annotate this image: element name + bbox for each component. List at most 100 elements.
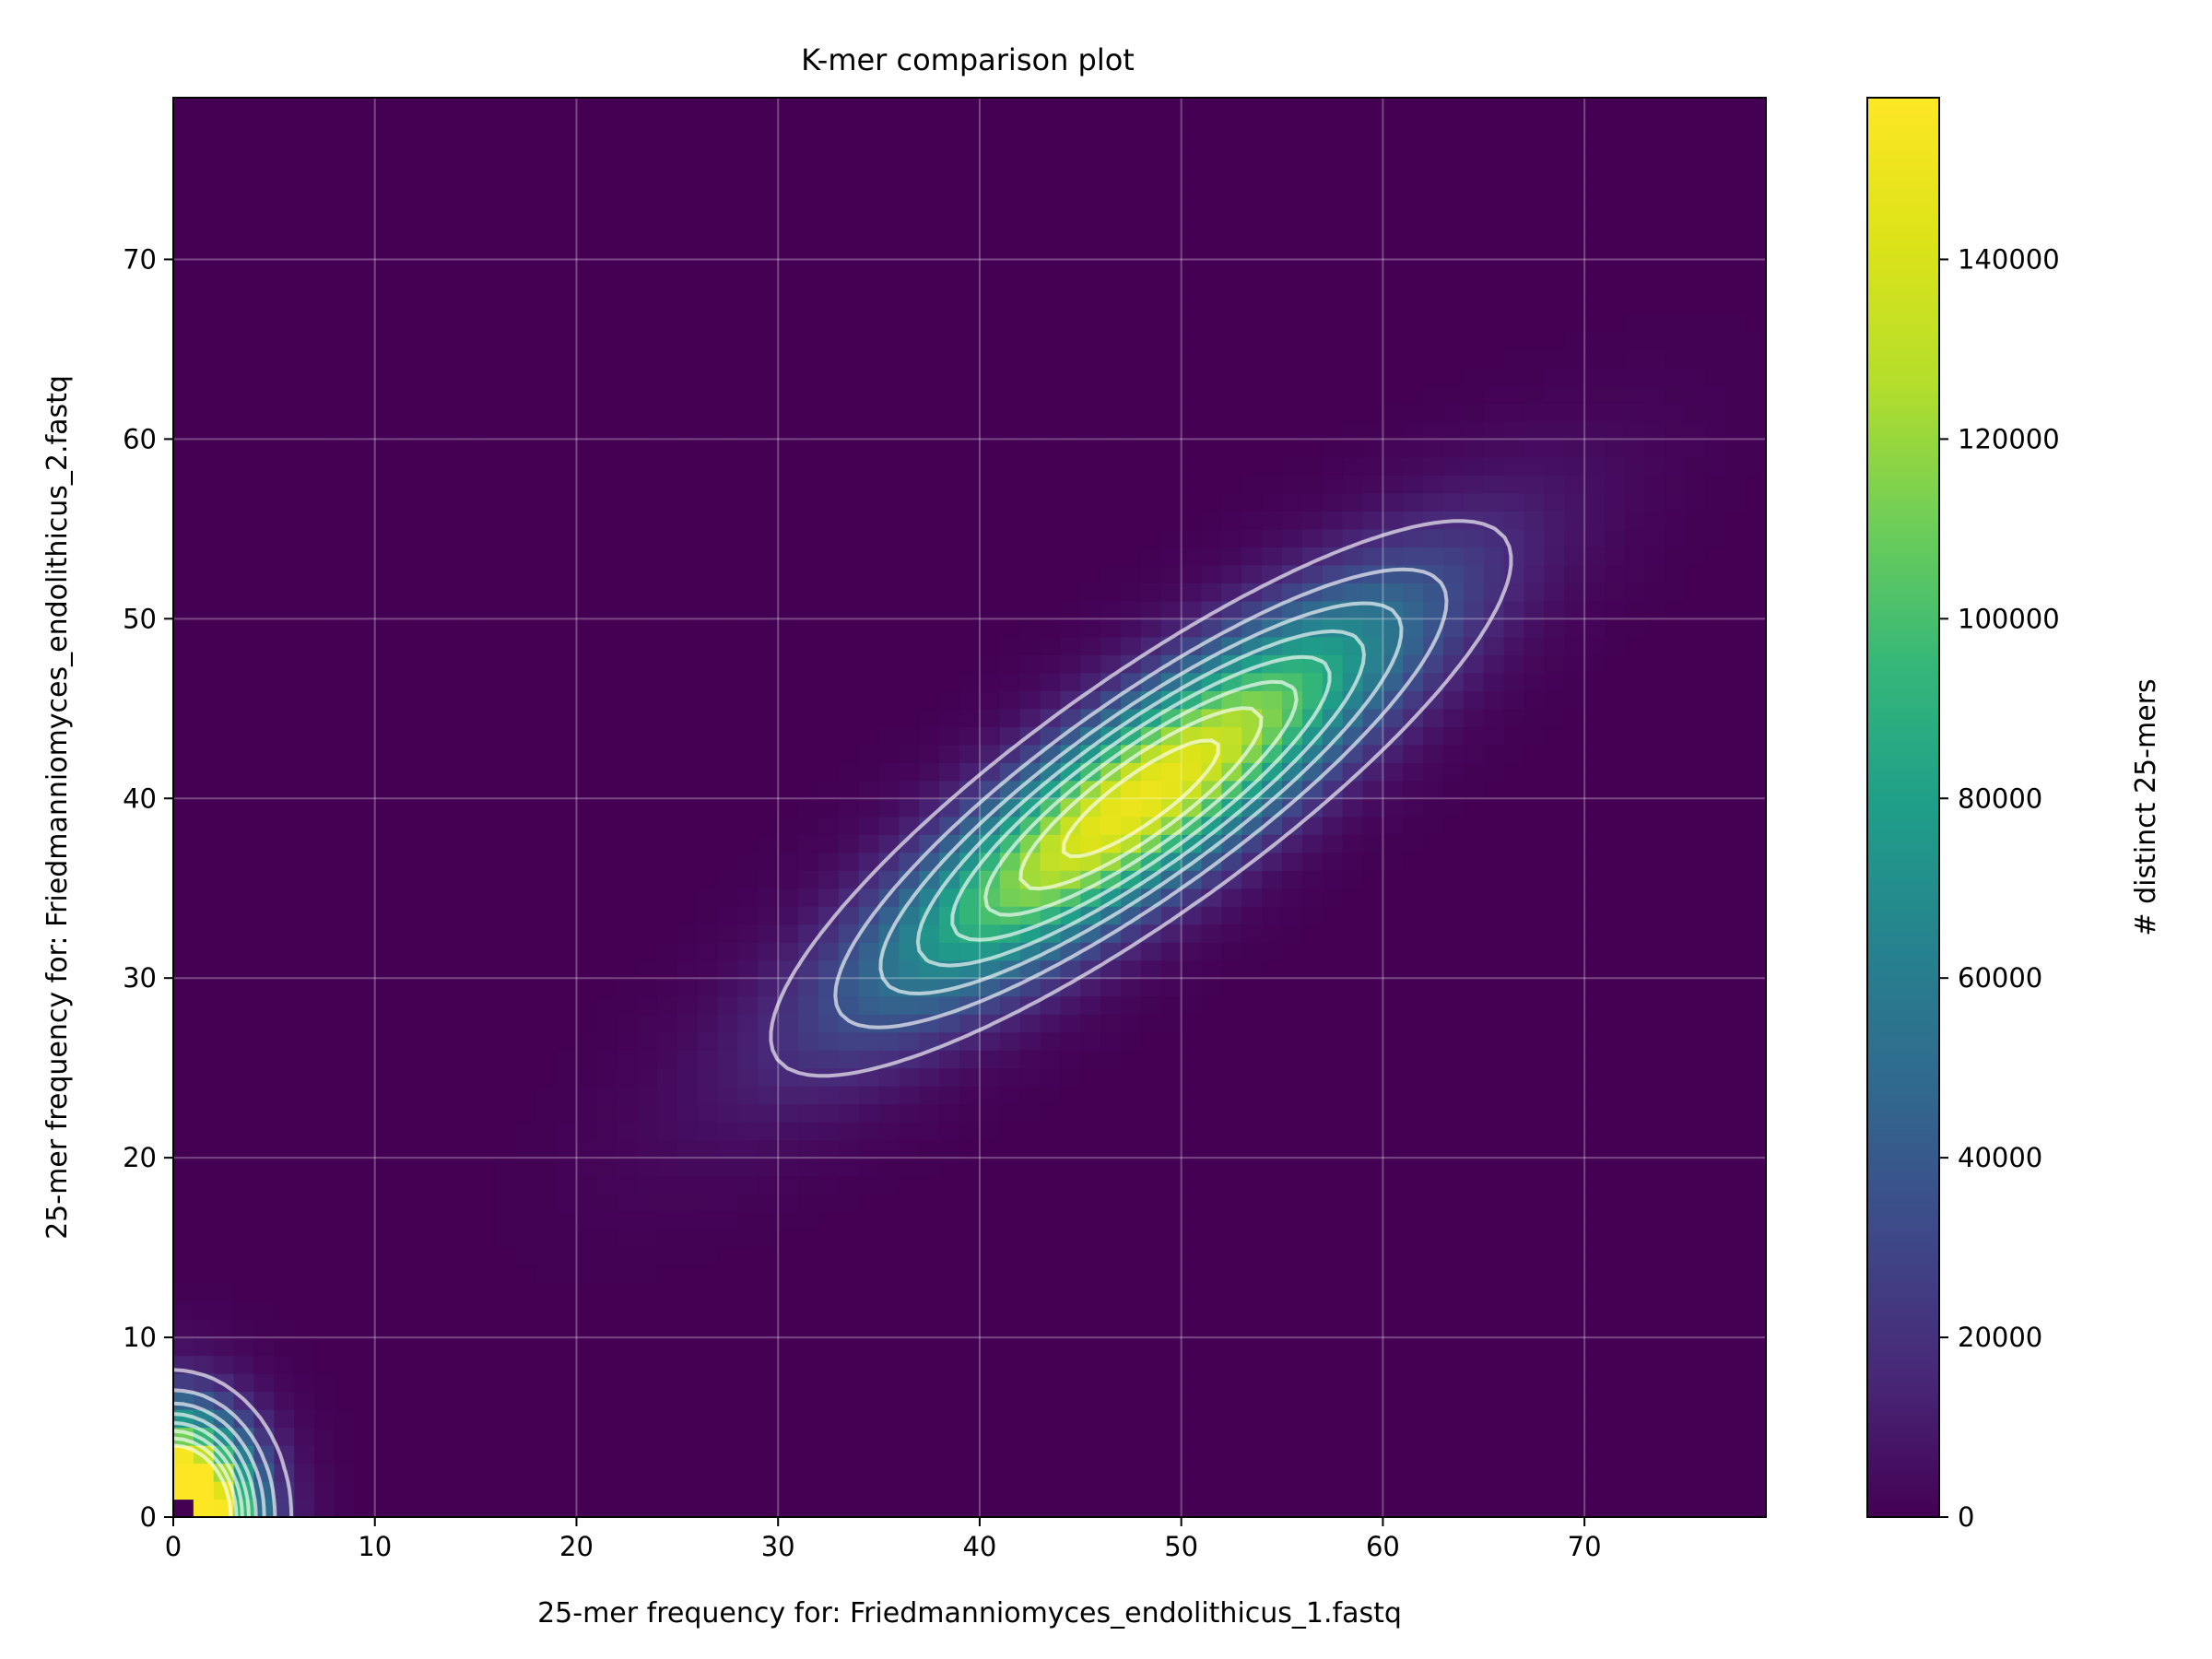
- heatmap-cell: [1060, 1445, 1081, 1465]
- heatmap-cell: [495, 276, 517, 297]
- heatmap-cell: [1100, 798, 1122, 818]
- heatmap-cell: [1060, 1014, 1081, 1033]
- heatmap-cell: [596, 312, 618, 333]
- heatmap-cell: [1019, 403, 1041, 422]
- heatmap-cell: [1301, 726, 1324, 746]
- heatmap-cell: [233, 151, 255, 171]
- heatmap-cell: [476, 348, 497, 368]
- heatmap-cell: [1443, 1247, 1465, 1266]
- heatmap-cell: [274, 1158, 295, 1177]
- heatmap-cell: [233, 367, 255, 386]
- heatmap-cell: [1443, 1283, 1465, 1302]
- heatmap-cell: [1040, 1409, 1062, 1429]
- heatmap-cell: [193, 600, 215, 619]
- heatmap-cell: [556, 600, 578, 619]
- heatmap-cell: [435, 367, 456, 386]
- heatmap-cell: [415, 475, 436, 494]
- heatmap-cell: [939, 1337, 960, 1357]
- heatmap-cell: [899, 98, 920, 117]
- heatmap-cell: [737, 439, 759, 458]
- heatmap-cell: [1301, 995, 1324, 1015]
- heatmap-cell: [758, 169, 779, 189]
- heatmap-cell: [899, 1158, 920, 1177]
- heatmap-cell: [253, 834, 275, 853]
- heatmap-cell: [717, 276, 739, 297]
- heatmap-cell: [818, 1194, 840, 1213]
- heatmap-cell: [737, 475, 759, 494]
- heatmap-cell: [858, 1122, 880, 1141]
- heatmap-cell: [1019, 1427, 1041, 1446]
- heatmap-cell: [1403, 241, 1424, 261]
- heatmap-cell: [1221, 1031, 1242, 1051]
- heatmap-cell: [737, 1373, 759, 1393]
- heatmap-cell: [798, 367, 819, 386]
- heatmap-cell: [455, 511, 477, 530]
- heatmap-cell: [1160, 259, 1182, 278]
- heatmap-cell: [1121, 995, 1142, 1015]
- heatmap-cell: [778, 1409, 799, 1429]
- heatmap-cell: [979, 1175, 1001, 1194]
- heatmap-cell: [899, 151, 920, 171]
- heatmap-cell: [1362, 852, 1383, 871]
- heatmap-cell: [717, 456, 739, 476]
- heatmap-cell: [717, 1175, 739, 1194]
- heatmap-cell: [1121, 924, 1142, 943]
- heatmap-cell: [476, 259, 497, 278]
- heatmap-cell: [939, 475, 960, 494]
- heatmap-cell: [959, 1211, 981, 1230]
- heatmap-cell: [1282, 1158, 1303, 1177]
- heatmap-cell: [778, 1194, 799, 1213]
- heatmap-cell: [1382, 726, 1404, 746]
- heatmap-cell: [354, 187, 376, 206]
- heatmap-cell: [617, 852, 638, 871]
- heatmap-cell: [394, 295, 417, 314]
- heatmap-cell: [515, 420, 537, 440]
- heatmap-cell: [919, 133, 940, 153]
- heatmap-cell: [1040, 1445, 1062, 1465]
- heatmap-cell: [1403, 1103, 1424, 1123]
- heatmap-cell: [1282, 798, 1303, 818]
- heatmap-cell: [1060, 1194, 1081, 1213]
- heatmap-cell: [334, 331, 356, 350]
- heatmap-cell: [374, 1031, 396, 1051]
- heatmap-cell: [737, 547, 759, 566]
- heatmap-cell: [798, 259, 819, 278]
- heatmap-cell: [233, 547, 255, 566]
- heatmap-cell: [495, 564, 517, 583]
- heatmap-cell: [576, 1409, 597, 1429]
- heatmap-cell: [253, 1050, 275, 1069]
- heatmap-cell: [374, 331, 396, 350]
- heatmap-cell: [1241, 475, 1263, 494]
- heatmap-cell: [1060, 1499, 1081, 1517]
- heatmap-cell: [737, 762, 759, 782]
- heatmap-cell: [1342, 924, 1364, 943]
- heatmap-cell: [394, 978, 417, 997]
- heatmap-cell: [394, 1211, 417, 1230]
- heatmap-cell: [1342, 1337, 1364, 1357]
- heatmap-cell: [717, 636, 739, 655]
- heatmap-cell: [1140, 1499, 1162, 1517]
- heatmap-cell: [656, 978, 678, 997]
- heatmap-cell: [455, 384, 477, 404]
- heatmap-cell: [1121, 798, 1142, 818]
- heatmap-cell: [737, 1355, 759, 1374]
- heatmap-cell: [979, 403, 1001, 422]
- heatmap-cell: [476, 564, 497, 583]
- heatmap-cell: [253, 1391, 275, 1410]
- heatmap-cell: [1201, 1445, 1223, 1465]
- heatmap-cell: [354, 439, 376, 458]
- heatmap-cell: [1181, 978, 1203, 997]
- heatmap-cell: [758, 187, 779, 206]
- heatmap-cell: [656, 1337, 678, 1357]
- heatmap-cell: [1362, 636, 1383, 655]
- heatmap-cell: [677, 241, 699, 261]
- heatmap-cell: [939, 187, 960, 206]
- heatmap-cell: [576, 547, 597, 566]
- heatmap-cell: [758, 1373, 779, 1393]
- heatmap-cell: [697, 636, 719, 655]
- heatmap-cell: [1382, 780, 1404, 799]
- heatmap-cell: [1282, 1247, 1303, 1266]
- heatmap-cell: [576, 1086, 597, 1105]
- heatmap-cell: [1282, 133, 1303, 153]
- heatmap-cell: [899, 726, 920, 746]
